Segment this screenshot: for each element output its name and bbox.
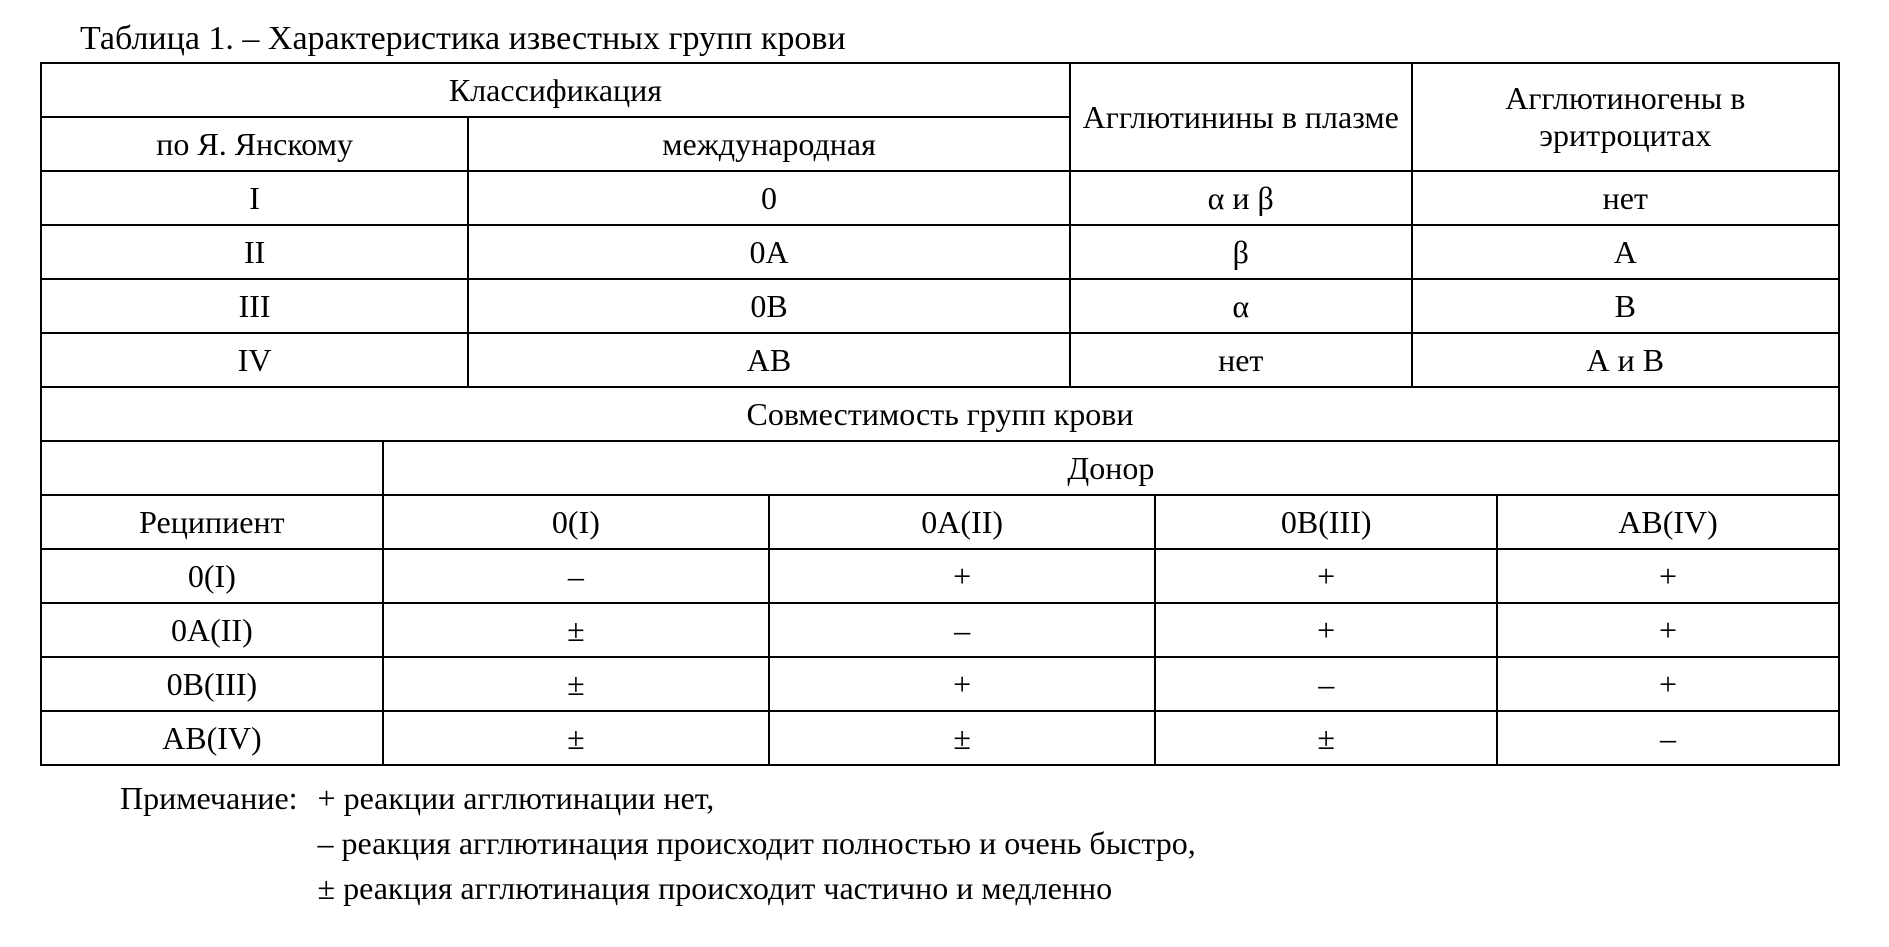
cell-agglutinogens: A (1412, 225, 1839, 279)
compat-cell: ± (1155, 711, 1497, 765)
cell-agglutinins: α (1070, 279, 1412, 333)
cell-intl: 0 (468, 171, 1070, 225)
compat-cell: + (1155, 603, 1497, 657)
compat-cell: + (769, 549, 1155, 603)
donor-col-3: AB(IV) (1497, 495, 1839, 549)
compat-cell: ± (383, 657, 769, 711)
recipient-cell: 0A(II) (41, 603, 383, 657)
compat-cell: + (1155, 549, 1497, 603)
table-row: 0B(III) ± + – + (41, 657, 1839, 711)
cell-intl: AB (468, 333, 1070, 387)
cell-intl: 0A (468, 225, 1070, 279)
header-agglutinogens: Агглютиногены в эритроцитах (1412, 63, 1839, 171)
compat-cell: ± (769, 711, 1155, 765)
table-row: AB(IV) ± ± ± – (41, 711, 1839, 765)
cell-yansky: III (41, 279, 468, 333)
recipient-cell: 0(I) (41, 549, 383, 603)
cell-yansky: IV (41, 333, 468, 387)
compat-cell: ± (383, 603, 769, 657)
recipient-cell: AB(IV) (41, 711, 383, 765)
cell-agglutinins: β (1070, 225, 1412, 279)
table-row: 0A(II) ± – + + (41, 603, 1839, 657)
compat-cell: + (769, 657, 1155, 711)
footnote-line: ± реакция агглютинация происходит частич… (318, 866, 1196, 911)
cell-yansky: I (41, 171, 468, 225)
compatibility-title: Совместимость групп крови (41, 387, 1839, 441)
table-row: III 0B α B (41, 279, 1839, 333)
subheader-yansky: по Я. Янскому (41, 117, 468, 171)
cell-intl: 0B (468, 279, 1070, 333)
header-classification: Классификация (41, 63, 1070, 117)
compat-cell: ± (383, 711, 769, 765)
subheader-international: международная (468, 117, 1070, 171)
table-caption: Таблица 1. – Характеристика известных гр… (80, 20, 1849, 58)
footnote-line: + реакции агглютинации нет, (318, 776, 1196, 821)
donor-col-1: 0A(II) (769, 495, 1155, 549)
compat-cell: + (1497, 657, 1839, 711)
compat-cell: – (769, 603, 1155, 657)
donor-col-0: 0(I) (383, 495, 769, 549)
donor-col-2: 0B(III) (1155, 495, 1497, 549)
donor-label: Донор (383, 441, 1839, 495)
footnote: Примечание: + реакции агглютинации нет, … (120, 776, 1849, 910)
table-row: IV AB нет А и В (41, 333, 1839, 387)
cell-yansky: II (41, 225, 468, 279)
cell-agglutinins: α и β (1070, 171, 1412, 225)
compat-cell: – (1497, 711, 1839, 765)
compat-cell: + (1497, 603, 1839, 657)
empty-cell (41, 441, 383, 495)
blood-groups-table: Классификация Агглютинины в плазме Агглю… (40, 62, 1840, 766)
compat-cell: + (1497, 549, 1839, 603)
recipient-cell: 0B(III) (41, 657, 383, 711)
footnote-label: Примечание: (120, 776, 318, 910)
compat-cell: – (383, 549, 769, 603)
table-row: II 0A β A (41, 225, 1839, 279)
header-agglutinins: Агглютинины в плазме (1070, 63, 1412, 171)
compat-cell: – (1155, 657, 1497, 711)
cell-agglutinins: нет (1070, 333, 1412, 387)
footnote-line: – реакция агглютинация происходит полнос… (318, 821, 1196, 866)
footnote-body: + реакции агглютинации нет, – реакция аг… (318, 776, 1196, 910)
table-row: I 0 α и β нет (41, 171, 1839, 225)
cell-agglutinogens: нет (1412, 171, 1839, 225)
recipient-label: Реципиент (41, 495, 383, 549)
cell-agglutinogens: А и В (1412, 333, 1839, 387)
cell-agglutinogens: B (1412, 279, 1839, 333)
table-row: 0(I) – + + + (41, 549, 1839, 603)
